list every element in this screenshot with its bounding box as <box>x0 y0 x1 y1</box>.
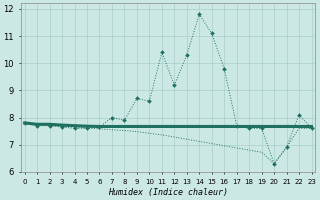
X-axis label: Humidex (Indice chaleur): Humidex (Indice chaleur) <box>108 188 228 197</box>
